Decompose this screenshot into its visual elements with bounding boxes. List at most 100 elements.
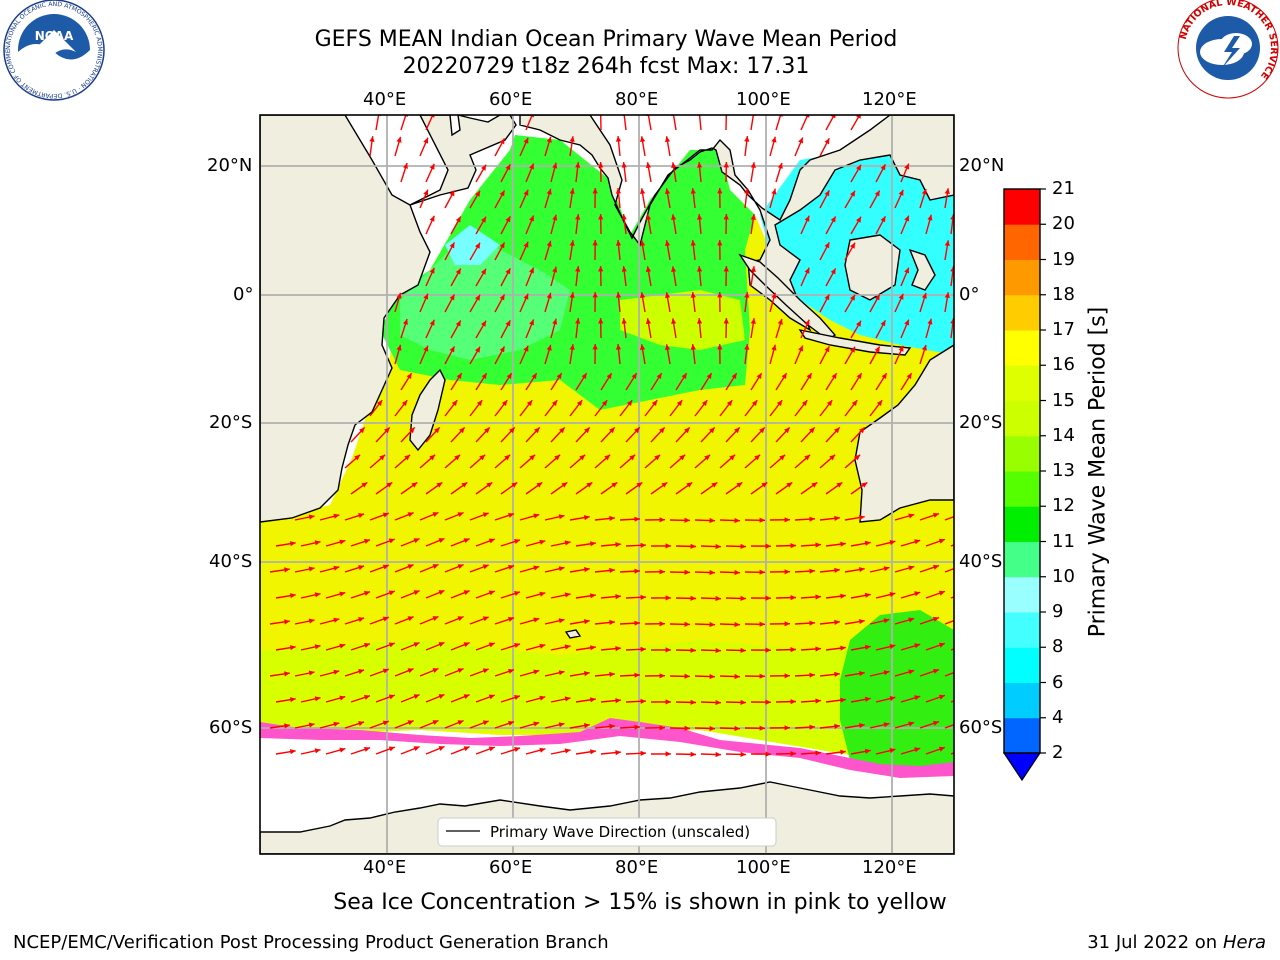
wave-direction-arrowhead [751, 400, 758, 406]
wave-direction-arrowhead [754, 454, 761, 461]
wave-direction-arrowhead [505, 164, 511, 171]
wave-direction-arrowhead [388, 746, 395, 752]
wave-direction-arrowhead [564, 748, 571, 754]
wave-direction-arrowhead [874, 294, 880, 301]
sulawesi-land [908, 248, 936, 291]
wave-direction-arrowhead [569, 136, 575, 142]
wave-direction-arrowhead [684, 673, 690, 679]
wave-direction-arrowhead [809, 427, 815, 434]
wave-direction-arrowhead [765, 751, 771, 757]
wave-direction-arrowhead [665, 751, 671, 757]
wave-direction-arrowhead [790, 699, 796, 705]
wave-direction-arrowhead [734, 725, 740, 732]
wave-direction-arrowhead [388, 642, 395, 648]
wave-direction-arrowhead [529, 319, 534, 326]
wave-direction-arrowhead [679, 454, 686, 461]
wave-direction-arrowhead [744, 344, 750, 350]
wave-direction-arrowhead [529, 163, 534, 170]
lon-label-bottom-40e: 40°E [363, 857, 407, 878]
wave-direction-arrowhead [533, 721, 540, 727]
wave-direction-arrowhead [914, 747, 921, 753]
legend-label: Primary Wave Direction (unscaled) [490, 823, 750, 841]
wave-direction-arrowhead [834, 723, 840, 729]
wave-direction-arrowhead [840, 593, 846, 599]
colorbar-tick-label: 9 [1052, 601, 1064, 622]
lon-label-bottom-60e: 60°E [489, 857, 533, 878]
wave-direction-arrowhead [834, 671, 840, 677]
colorbar-tick-label: 12 [1052, 495, 1075, 517]
wave-direction-arrowhead [432, 564, 439, 569]
wave-direction-arrowhead [396, 292, 402, 299]
wave-direction-arrowhead [784, 427, 790, 434]
wave-direction-arrowhead [314, 644, 321, 650]
wave-direction-arrowhead [734, 569, 740, 576]
wave-direction-arrowhead [850, 190, 855, 197]
wave-direction-arrowhead [914, 539, 921, 545]
wave-direction-arrowhead [709, 621, 715, 628]
wave-direction-arrowhead [874, 190, 880, 197]
wave-direction-arrowhead [449, 294, 455, 301]
wave-direction-arrowhead [558, 618, 565, 624]
wave-direction-arrowhead [509, 427, 515, 434]
wave-direction-arrowhead [534, 427, 540, 434]
wave-direction-arrowhead [615, 136, 622, 142]
wave-direction-arrowhead [856, 115, 861, 119]
wave-direction-arrowhead [765, 595, 771, 601]
wave-direction-arrowhead [759, 427, 765, 434]
wave-direction-arrowhead [734, 517, 740, 524]
wave-direction-arrowhead [914, 643, 921, 649]
wave-direction-arrowhead [836, 482, 843, 488]
wave-direction-arrowhead [463, 538, 470, 544]
wave-direction-arrowhead [333, 513, 340, 519]
wave-direction-arrowhead [382, 512, 389, 518]
wave-direction-arrowhead [396, 344, 402, 351]
wave-direction-arrowhead [634, 427, 640, 434]
wave-direction-arrowhead [382, 668, 389, 674]
wave-direction-arrowhead [463, 642, 470, 648]
wave-direction-arrowhead [806, 373, 812, 379]
wave-direction-arrowhead [339, 591, 346, 597]
wave-direction-arrowhead [933, 512, 939, 518]
colorbar-block [1004, 224, 1040, 260]
wave-direction-arrowhead [665, 595, 671, 601]
wave-direction-arrowhead [690, 543, 696, 549]
wave-direction-arrowhead [423, 189, 429, 196]
australia-land [854, 344, 954, 523]
wave-direction-arrowhead [659, 725, 665, 731]
wave-direction-arrowhead [449, 190, 455, 197]
wave-direction-arrowhead [859, 619, 865, 625]
wave-direction-arrowhead [429, 267, 435, 274]
wave-direction-arrowhead [314, 748, 321, 754]
wave-direction-arrowhead [508, 720, 514, 726]
lon-label-top-120e: 120°E [862, 89, 917, 110]
wave-direction-arrowhead [559, 427, 565, 434]
wave-direction-arrowhead [864, 696, 871, 702]
landmass [260, 115, 954, 854]
wave-direction-arrowhead [824, 242, 830, 249]
wave-direction-arrowhead [734, 621, 740, 628]
wave-direction-arrowhead [880, 320, 886, 327]
wave-direction-arrowhead [786, 482, 793, 488]
wave-direction-arrowhead [804, 454, 811, 461]
wave-direction-arrowhead [308, 722, 315, 728]
wave-direction-arrowhead [284, 723, 290, 729]
wave-direction-arrowhead [944, 188, 950, 194]
lon-label-bottom-100e: 100°E [736, 857, 791, 878]
wave-direction-arrowhead [615, 750, 621, 756]
wave-direction-arrowhead [590, 749, 596, 755]
wave-direction-arrowhead [631, 373, 637, 379]
wave-direction-arrowhead [457, 512, 464, 517]
wave-direction-arrowhead [898, 345, 904, 352]
wave-direction-arrowhead [640, 344, 646, 350]
wave-direction-arrowhead [364, 746, 370, 752]
wave-direction-arrowhead [539, 747, 546, 753]
wave-direction-arrowhead [750, 162, 756, 168]
wave-direction-arrowhead [784, 517, 790, 523]
wave-direction-arrowhead [615, 542, 621, 548]
wave-direction-arrowhead [552, 162, 558, 169]
wave-direction-arrowhead [804, 319, 810, 326]
wave-direction-arrowhead [379, 454, 386, 461]
wave-direction-arrowhead [908, 565, 915, 571]
wave-direction-arrowhead [598, 162, 604, 168]
wave-direction-arrowhead [615, 292, 622, 298]
